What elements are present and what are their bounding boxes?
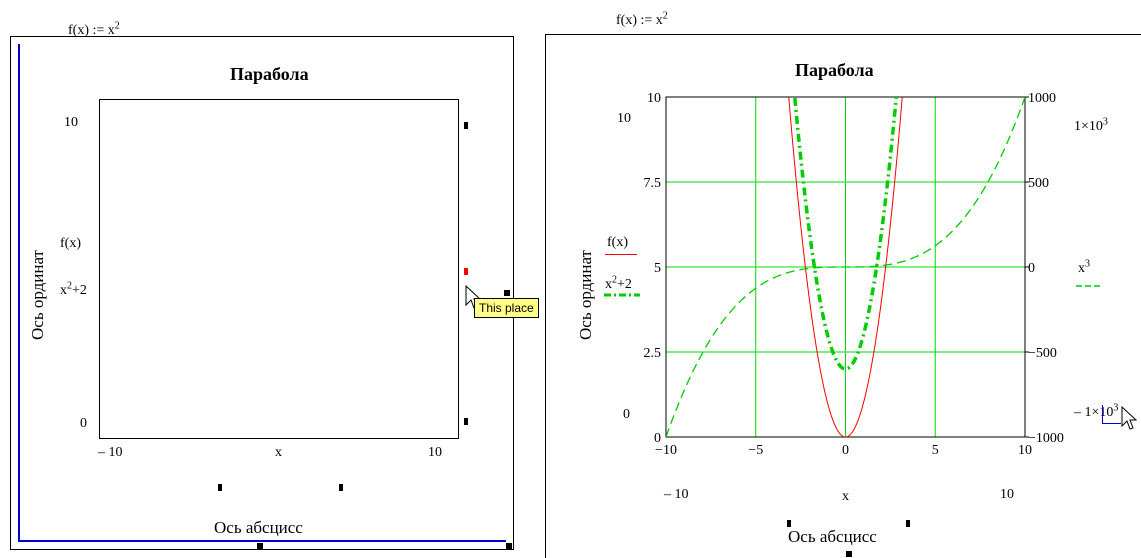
left-x-variable[interactable]: x bbox=[275, 445, 282, 460]
right-legend-x2plus2[interactable]: x2+2 bbox=[605, 275, 632, 292]
left-x-min-field[interactable]: – 10 bbox=[98, 445, 123, 460]
left-legend-x2-base: x bbox=[60, 283, 67, 298]
right-legend-fx-swatch bbox=[605, 254, 637, 255]
x-tick-label: 5 bbox=[932, 443, 939, 458]
right-legend-fx[interactable]: f(x) bbox=[607, 235, 628, 250]
y2-tick-label: 500 bbox=[1028, 176, 1049, 191]
left-legend-x2plus2[interactable]: x2+2 bbox=[60, 281, 87, 298]
y-tick-label: 2.5 bbox=[644, 346, 662, 361]
y2-tick-label: −1000 bbox=[1028, 431, 1064, 446]
y-tick-label: 0 bbox=[654, 431, 661, 446]
right-definition[interactable]: f(x) := x2 bbox=[616, 11, 668, 28]
x-tick-label: −5 bbox=[748, 443, 763, 458]
right-y2-min-field[interactable]: – 1×103 bbox=[1074, 403, 1118, 420]
resize-handle-bottom[interactable] bbox=[257, 543, 263, 549]
right-legend-x3-swatch bbox=[1076, 285, 1102, 287]
right-resize-handle-bottom[interactable] bbox=[846, 551, 852, 557]
right-legend-x3-exp: 3 bbox=[1085, 258, 1090, 270]
y2-tick-label: 0 bbox=[1028, 261, 1035, 276]
right-y-max-field[interactable]: 10 bbox=[617, 111, 631, 126]
right-x-min-field[interactable]: – 10 bbox=[664, 487, 689, 502]
right-legend-x2-base: x bbox=[605, 277, 612, 292]
right-legend-x3-base: x bbox=[1078, 261, 1085, 276]
y2-tick-label: 1000 bbox=[1028, 91, 1056, 106]
right-x-placeholder-left[interactable] bbox=[787, 520, 791, 527]
left-definition-exp: 2 bbox=[114, 20, 120, 32]
right-legend-x2-exp: 2 bbox=[612, 274, 617, 286]
left-right-axis-placeholder-bottom[interactable] bbox=[464, 418, 468, 425]
right-y2-min-edit-box bbox=[1102, 405, 1121, 424]
y-tick-label: 5 bbox=[654, 261, 661, 276]
right-y2-max-base: 1×10 bbox=[1074, 119, 1103, 134]
series-line-x3 bbox=[666, 97, 1025, 437]
right-y2-min-base: – 1×10 bbox=[1074, 405, 1114, 420]
left-legend-fx[interactable]: f(x) bbox=[60, 236, 81, 251]
right-y-axis-label[interactable]: Ось ординат bbox=[576, 250, 595, 340]
right-y2-min-exp: 3 bbox=[1113, 402, 1119, 414]
left-x-placeholder-right[interactable] bbox=[339, 484, 343, 491]
right-legend-x3[interactable]: x3 bbox=[1078, 259, 1090, 276]
left-right-axis-placeholder-top[interactable] bbox=[464, 122, 468, 129]
left-definition[interactable]: f(x) := x2 bbox=[68, 21, 120, 38]
right-y-min-field[interactable]: 0 bbox=[623, 407, 630, 422]
right-definition-exp: 2 bbox=[662, 10, 668, 22]
left-plot-title[interactable]: Парабола bbox=[230, 64, 309, 84]
resize-handle-right[interactable] bbox=[504, 290, 510, 296]
right-definition-text: f(x) := x bbox=[616, 13, 663, 28]
left-legend-x2-rest: +2 bbox=[72, 283, 87, 298]
right-x-placeholder-right[interactable] bbox=[906, 520, 910, 527]
left-y-min-field[interactable]: 0 bbox=[80, 416, 87, 431]
right-legend-x2-swatch bbox=[604, 293, 640, 297]
left-x-axis-label[interactable]: Ось абсцисс bbox=[214, 518, 303, 537]
right-x-max-field[interactable]: 10 bbox=[1000, 487, 1014, 502]
right-y2-max-field[interactable]: 1×103 bbox=[1074, 117, 1108, 134]
mouse-cursor-icon-2 bbox=[1121, 406, 1137, 430]
left-definition-text: f(x) := x bbox=[68, 23, 115, 38]
left-blue-border-horizontal bbox=[18, 540, 506, 542]
left-y-max-field[interactable]: 10 bbox=[64, 115, 78, 130]
right-plot-title[interactable]: Парабола bbox=[795, 60, 874, 80]
right-x-variable[interactable]: x bbox=[842, 489, 849, 504]
x-tick-label: 10 bbox=[1018, 443, 1032, 458]
right-x-axis-label[interactable]: Ось абсцисс bbox=[788, 527, 877, 546]
left-blue-border-vertical bbox=[18, 44, 20, 542]
left-x-max-field[interactable]: 10 bbox=[428, 445, 442, 460]
x-tick-label: −10 bbox=[655, 443, 677, 458]
right-y2-max-exp: 3 bbox=[1102, 116, 1108, 128]
x-tick-label: 0 bbox=[842, 443, 849, 458]
right-legend-x2-rest: +2 bbox=[617, 277, 632, 292]
left-right-axis-placeholder-mid[interactable] bbox=[464, 268, 468, 275]
y2-tick-label: −500 bbox=[1028, 346, 1057, 361]
resize-handle-corner[interactable] bbox=[506, 543, 512, 549]
y-tick-label: 10 bbox=[647, 91, 661, 106]
right-plot-frame[interactable] bbox=[545, 34, 1141, 558]
left-x-placeholder-left[interactable] bbox=[218, 484, 222, 491]
left-plot-area[interactable] bbox=[99, 99, 459, 439]
left-legend-x2-exp: 2 bbox=[67, 280, 72, 292]
y-tick-label: 7.5 bbox=[644, 176, 662, 191]
tooltip: This place bbox=[474, 298, 539, 318]
